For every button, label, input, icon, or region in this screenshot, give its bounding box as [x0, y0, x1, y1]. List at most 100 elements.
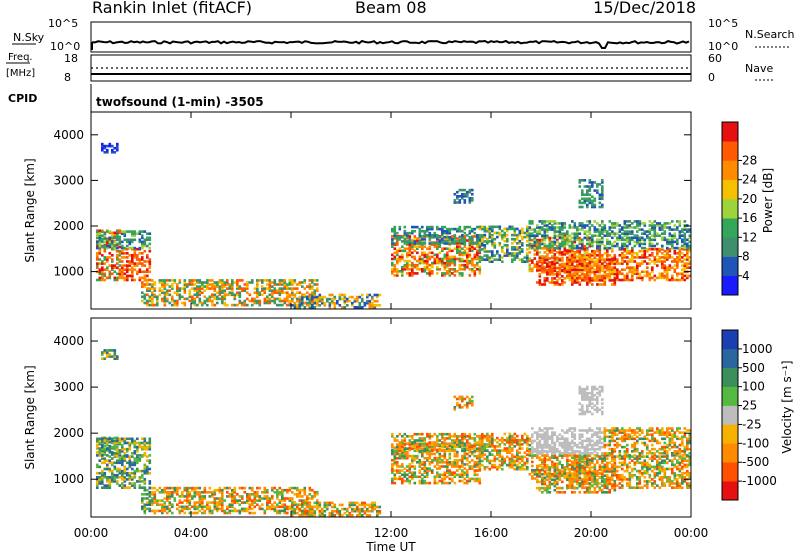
echo-cell: [391, 263, 394, 267]
echo-cell: [188, 495, 192, 498]
echo-cell: [678, 224, 682, 227]
echo-cell: [151, 503, 154, 506]
echo-cell: [318, 295, 322, 299]
echo-cell: [223, 511, 227, 515]
echo-cell: [111, 478, 114, 481]
echo-cell: [596, 230, 599, 233]
echo-cell: [128, 476, 132, 479]
echo-cell: [538, 283, 542, 286]
echo-cell: [278, 283, 282, 286]
echo-cell: [111, 231, 114, 235]
echo-cell: [458, 199, 462, 202]
echo-cell: [138, 278, 142, 282]
echo-cell: [463, 253, 467, 257]
echo-cell: [103, 232, 107, 235]
echo-cell: [311, 304, 314, 307]
echo-cell: [231, 289, 234, 292]
echo-cell: [153, 497, 157, 500]
echo-cell: [233, 497, 237, 500]
echo-cell: [683, 226, 687, 229]
echo-cell: [566, 266, 569, 269]
echo-cell: [408, 481, 412, 485]
echo-cell: [183, 495, 187, 498]
echo-cell: [673, 240, 677, 244]
echo-cell: [123, 484, 127, 487]
echo-cell: [676, 252, 679, 255]
echo-cell: [221, 497, 224, 500]
echo-cell: [598, 249, 602, 253]
echo-cell: [583, 224, 587, 227]
echo-cell: [671, 244, 674, 248]
echo-cell: [446, 442, 449, 445]
echo-cell: [438, 439, 442, 442]
echo-cell: [456, 469, 459, 472]
echo-cell: [618, 224, 622, 227]
echo-cell: [636, 238, 639, 242]
echo-cell: [598, 264, 602, 267]
echo-cell: [98, 244, 102, 248]
echo-cell: [686, 230, 689, 233]
echo-cell: [478, 250, 482, 253]
echo-cell: [113, 151, 117, 154]
echo-cell: [596, 238, 599, 242]
echo-cell: [288, 488, 292, 492]
echo-cell: [98, 238, 102, 242]
echo-cell: [538, 266, 542, 270]
echo-cell: [436, 242, 439, 245]
echo-cell: [438, 443, 442, 446]
echo-cell: [141, 501, 144, 504]
echo-cell: [543, 261, 547, 264]
echo-cell: [578, 222, 582, 225]
echo-cell: [598, 197, 602, 201]
echo-cell: [118, 254, 122, 257]
echo-cell: [683, 240, 687, 244]
echo-cell: [568, 258, 572, 261]
echo-cell: [536, 246, 539, 250]
echo-cell: [103, 244, 107, 248]
echo-cell: [408, 448, 412, 452]
echo-cell: [181, 509, 184, 513]
echo-cell: [211, 511, 214, 515]
echo-cell: [256, 491, 259, 494]
echo-cell: [511, 248, 514, 251]
echo-cell: [598, 228, 602, 231]
echo-cell: [498, 256, 502, 259]
echo-cell: [158, 289, 162, 292]
echo-cell: [143, 264, 147, 267]
echo-cell: [366, 301, 369, 305]
echo-cell: [413, 229, 417, 233]
echo-cell: [448, 274, 452, 277]
echo-cell: [526, 254, 529, 257]
echo-cell: [538, 230, 542, 233]
echo-cell: [503, 252, 507, 255]
echo-cell: [571, 246, 574, 250]
echo-cell: [111, 473, 114, 477]
echo-cell: [621, 246, 624, 250]
echo-cell: [246, 281, 249, 284]
echo-cell: [391, 471, 394, 474]
echo-cell: [108, 240, 112, 244]
echo-cell: [266, 297, 269, 301]
echo-cell: [533, 263, 537, 266]
echo-cell: [176, 303, 179, 307]
echo-cell: [421, 473, 424, 477]
echo-cell: [191, 297, 194, 301]
echo-cell: [593, 181, 597, 184]
echo-cell: [476, 473, 479, 477]
echo-cell: [583, 277, 587, 280]
echo-cell: [468, 188, 472, 192]
echo-cell: [528, 234, 532, 237]
echo-cell: [416, 456, 419, 460]
echo-cell: [591, 244, 594, 248]
freq-tick-bottom: 8: [64, 71, 71, 84]
echo-cell: [206, 303, 209, 307]
echo-cell: [256, 291, 259, 294]
echo-cell: [218, 501, 222, 504]
echo-cell: [233, 488, 237, 492]
echo-cell: [148, 467, 152, 471]
echo-cell: [408, 268, 412, 271]
echo-cell: [608, 258, 612, 261]
echo-cell: [333, 306, 337, 309]
echo-cell: [603, 283, 607, 286]
echo-cell: [108, 467, 112, 471]
